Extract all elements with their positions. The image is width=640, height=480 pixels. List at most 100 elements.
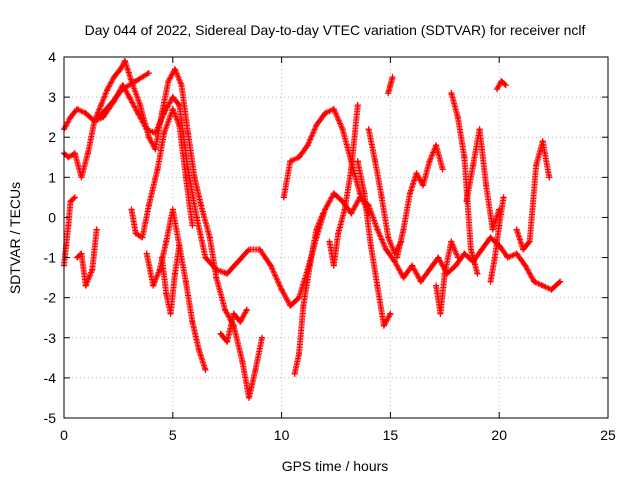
y-tick-label: 1: [48, 169, 56, 185]
data-point: [413, 170, 420, 177]
data-point: [448, 90, 455, 97]
data-point: [198, 202, 205, 209]
data-point: [487, 234, 494, 241]
x-tick-label: 20: [491, 427, 507, 443]
data-point: [433, 282, 440, 289]
data-point: [202, 254, 209, 261]
data-point: [326, 238, 333, 245]
data-point: [437, 310, 444, 317]
series-track-3: [121, 58, 266, 401]
data-point: [161, 130, 168, 137]
series-track-19: [487, 194, 507, 285]
data-point: [539, 282, 546, 289]
data-point: [224, 270, 231, 277]
data-point: [494, 86, 501, 93]
data-point: [189, 318, 196, 325]
data-point: [548, 286, 555, 293]
data-point: [330, 106, 337, 113]
data-point: [169, 94, 176, 101]
chart-title: Day 044 of 2022, Sidereal Day-to-day VTE…: [85, 22, 586, 38]
data-point: [313, 122, 320, 129]
data-markers: [61, 58, 564, 401]
data-point: [145, 134, 152, 141]
data-point: [496, 222, 503, 229]
data-point: [165, 78, 172, 85]
data-point: [137, 102, 144, 109]
y-tick-label: 4: [48, 49, 56, 65]
data-point: [476, 126, 483, 133]
series-track-20: [513, 138, 553, 253]
data-point: [154, 166, 161, 173]
data-point: [393, 254, 400, 261]
data-point: [378, 194, 385, 201]
data-point: [65, 154, 72, 161]
data-point: [213, 274, 220, 281]
data-point: [504, 254, 511, 261]
data-point: [280, 194, 287, 201]
data-point: [145, 202, 152, 209]
data-point: [74, 254, 81, 261]
data-point: [380, 322, 387, 329]
y-tick-label: -1: [44, 250, 57, 266]
y-tick-label: 0: [48, 209, 56, 225]
data-point: [158, 110, 165, 117]
data-point: [461, 250, 468, 257]
data-point: [365, 126, 372, 133]
data-point: [467, 246, 474, 253]
data-point: [417, 278, 424, 285]
data-point: [461, 154, 468, 161]
data-point: [267, 262, 274, 269]
x-tick-label: 0: [60, 427, 68, 443]
data-point: [95, 114, 102, 121]
data-point: [387, 310, 394, 317]
data-point: [335, 230, 342, 237]
data-point: [132, 230, 139, 237]
data-point: [330, 190, 337, 197]
data-point: [361, 190, 368, 197]
series-track-23: [448, 90, 481, 277]
data-point: [483, 182, 490, 189]
data-point: [178, 82, 185, 89]
data-point: [330, 262, 337, 269]
data-point: [435, 254, 442, 261]
series-track-6: [95, 70, 152, 121]
data-point: [498, 78, 505, 85]
data-point: [448, 238, 455, 245]
data-point: [163, 238, 170, 245]
data-point: [339, 126, 346, 133]
x-tick-label: 25: [600, 427, 616, 443]
data-point: [117, 66, 124, 73]
data-point: [245, 394, 252, 401]
data-point: [176, 242, 183, 249]
data-point: [341, 206, 348, 213]
data-point: [217, 330, 224, 337]
series-track-14: [354, 158, 394, 329]
data-point: [224, 338, 231, 345]
data-point: [132, 78, 139, 85]
data-point: [354, 102, 361, 109]
data-point: [195, 346, 202, 353]
data-point: [278, 286, 285, 293]
data-point: [202, 366, 209, 373]
x-axis-title: GPS time / hours: [282, 458, 389, 474]
y-tick-label: -4: [44, 370, 57, 386]
data-point: [78, 174, 85, 181]
data-point: [433, 142, 440, 149]
y-tick-label: 2: [48, 129, 56, 145]
data-point: [296, 154, 303, 161]
data-point: [533, 162, 540, 169]
plot-frame: [63, 56, 609, 419]
data-point: [176, 122, 183, 129]
data-point: [171, 66, 178, 73]
data-point: [259, 334, 266, 341]
data-point: [89, 266, 96, 273]
data-point: [374, 226, 381, 233]
y-tick-label: -5: [44, 410, 57, 426]
data-point: [400, 226, 407, 233]
data-point: [93, 226, 100, 233]
data-point: [71, 150, 78, 157]
series-markers: [291, 210, 326, 377]
data-point: [71, 194, 78, 201]
data-point: [454, 114, 461, 121]
data-point: [126, 94, 133, 101]
